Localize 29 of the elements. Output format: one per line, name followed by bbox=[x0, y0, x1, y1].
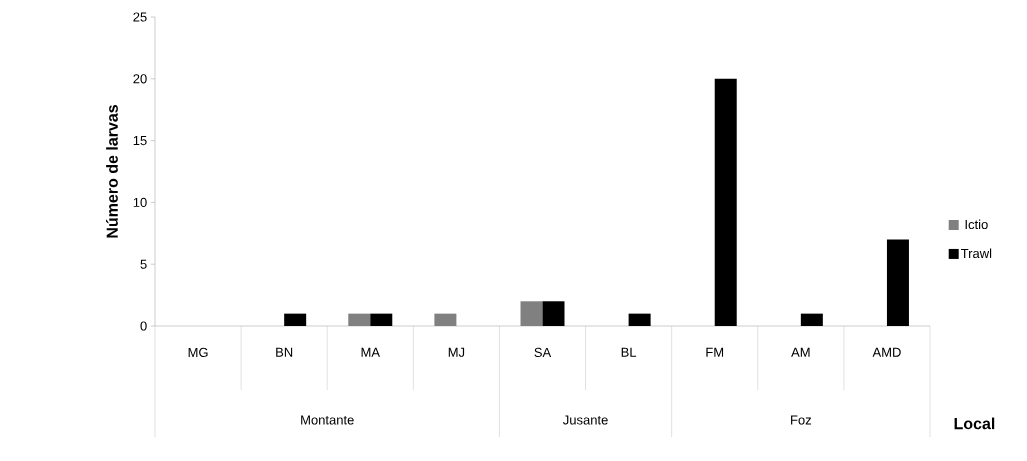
x-tick-label: BL bbox=[621, 347, 637, 357]
bar bbox=[284, 313, 307, 326]
x-tick-label: BN bbox=[276, 347, 293, 357]
legend-label: Ictio bbox=[965, 219, 988, 230]
text: Jusante bbox=[563, 415, 608, 425]
bar bbox=[800, 313, 823, 326]
y-tick-label: 15 bbox=[133, 136, 147, 146]
y-axis-title: Número de larvas bbox=[105, 105, 118, 238]
text: Montante bbox=[301, 415, 354, 425]
bar bbox=[714, 78, 737, 326]
x-tick-label: AMD bbox=[872, 347, 901, 357]
y-tick-label: 25 bbox=[133, 12, 147, 22]
x-axis-title: Local bbox=[954, 417, 995, 430]
bar bbox=[628, 313, 651, 326]
text: Foz bbox=[791, 415, 812, 425]
bar bbox=[370, 313, 393, 326]
x-tick-label: MG bbox=[188, 347, 208, 358]
y-tick-label: 5 bbox=[140, 259, 147, 269]
y-tick-label: 20 bbox=[133, 74, 147, 84]
x-tick-label: AM bbox=[791, 347, 810, 357]
x-tick-label: SA bbox=[534, 347, 552, 358]
bar bbox=[542, 301, 565, 326]
x-tick-label: FM bbox=[706, 347, 724, 357]
x-tick-label: MA bbox=[361, 347, 380, 357]
y-tick-label: 10 bbox=[133, 197, 147, 207]
y-tick-label: 0 bbox=[140, 321, 147, 331]
bar bbox=[886, 239, 909, 326]
legend-label: Trawl bbox=[961, 248, 992, 259]
x-tick-label: MJ bbox=[448, 347, 465, 357]
